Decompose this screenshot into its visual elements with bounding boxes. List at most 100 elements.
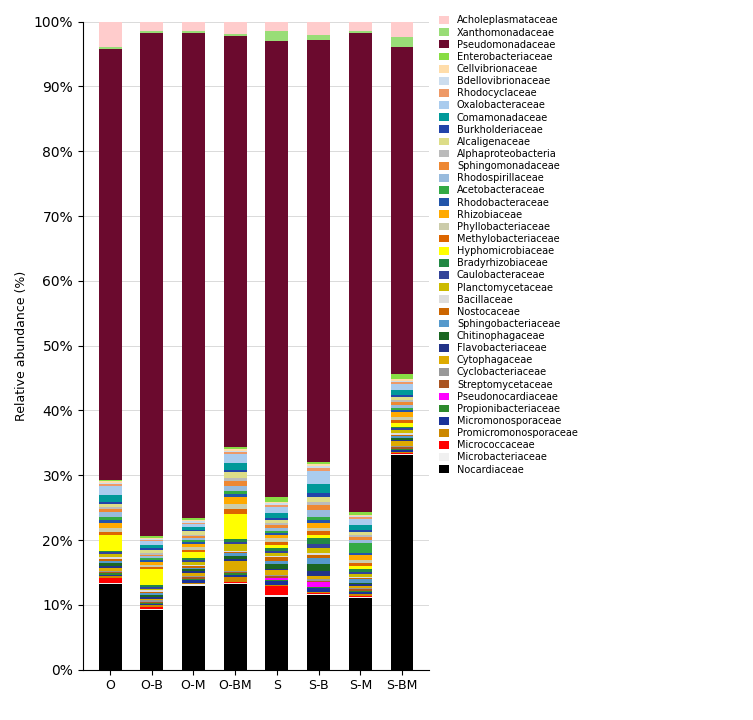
Bar (265, 577, 288, 580)
Bar (265, 553, 288, 556)
Bar (140, 610, 163, 670)
Bar (140, 607, 163, 608)
Bar (224, 552, 247, 553)
Bar (182, 570, 205, 571)
Bar (182, 573, 205, 576)
Bar (265, 525, 288, 528)
Bar (349, 585, 372, 586)
Bar (391, 395, 413, 397)
Bar (349, 562, 372, 566)
Bar (140, 588, 163, 590)
Bar (140, 560, 163, 562)
Bar (307, 467, 330, 471)
Bar (349, 590, 372, 593)
Bar (99, 512, 121, 517)
Bar (265, 497, 288, 503)
Bar (349, 517, 372, 519)
Bar (182, 567, 205, 570)
Bar (140, 603, 163, 604)
Bar (307, 554, 330, 558)
Bar (140, 536, 163, 538)
Bar (99, 509, 121, 512)
Bar (182, 585, 205, 670)
Bar (349, 597, 372, 598)
Bar (224, 22, 247, 35)
Bar (99, 552, 121, 554)
Bar (391, 408, 413, 410)
Bar (182, 583, 205, 585)
Bar (265, 539, 288, 541)
Bar (391, 453, 413, 454)
Bar (391, 447, 413, 449)
Bar (99, 535, 121, 551)
Bar (391, 390, 413, 395)
Bar (99, 575, 121, 577)
Bar (182, 542, 205, 544)
Bar (99, 507, 121, 509)
Bar (140, 590, 163, 592)
Bar (182, 558, 205, 560)
Bar (99, 531, 121, 535)
Bar (265, 513, 288, 518)
Bar (182, 571, 205, 573)
Bar (307, 571, 330, 576)
Bar (265, 556, 288, 557)
Bar (307, 35, 330, 40)
Bar (224, 451, 247, 452)
Bar (349, 577, 372, 578)
Bar (224, 452, 247, 454)
Bar (182, 547, 205, 550)
Bar (391, 420, 413, 423)
Bar (182, 566, 205, 567)
Bar (349, 532, 372, 535)
Bar (265, 595, 288, 597)
Bar (224, 562, 247, 571)
Bar (224, 509, 247, 514)
Bar (265, 520, 288, 523)
Bar (265, 535, 288, 539)
Bar (224, 553, 247, 557)
Bar (99, 484, 121, 486)
Bar (140, 569, 163, 585)
Bar (349, 554, 372, 559)
Bar (99, 517, 121, 520)
Bar (307, 593, 330, 594)
Bar (140, 549, 163, 553)
Bar (182, 540, 205, 542)
Bar (265, 545, 288, 548)
Bar (99, 520, 121, 523)
Bar (182, 576, 205, 577)
Bar (349, 33, 372, 512)
Bar (140, 33, 163, 536)
Bar (140, 558, 163, 560)
Bar (99, 573, 121, 575)
Bar (349, 595, 372, 597)
Bar (224, 544, 247, 551)
Bar (224, 539, 247, 542)
Bar (265, 586, 288, 595)
Bar (349, 540, 372, 544)
Bar (391, 428, 413, 431)
Bar (182, 524, 205, 527)
Bar (224, 463, 247, 469)
Bar (307, 40, 330, 462)
Bar (349, 526, 372, 531)
Bar (307, 582, 330, 587)
Bar (265, 580, 288, 582)
Bar (349, 578, 372, 580)
Bar (307, 520, 330, 523)
Bar (224, 572, 247, 573)
Bar (391, 384, 413, 390)
Bar (391, 426, 413, 428)
Bar (391, 454, 413, 456)
Bar (224, 559, 247, 562)
Bar (391, 450, 413, 451)
Bar (224, 35, 247, 36)
Bar (349, 537, 372, 540)
Bar (182, 560, 205, 562)
Bar (349, 519, 372, 526)
Bar (140, 540, 163, 541)
Bar (140, 597, 163, 598)
Bar (224, 577, 247, 582)
Bar (140, 606, 163, 607)
